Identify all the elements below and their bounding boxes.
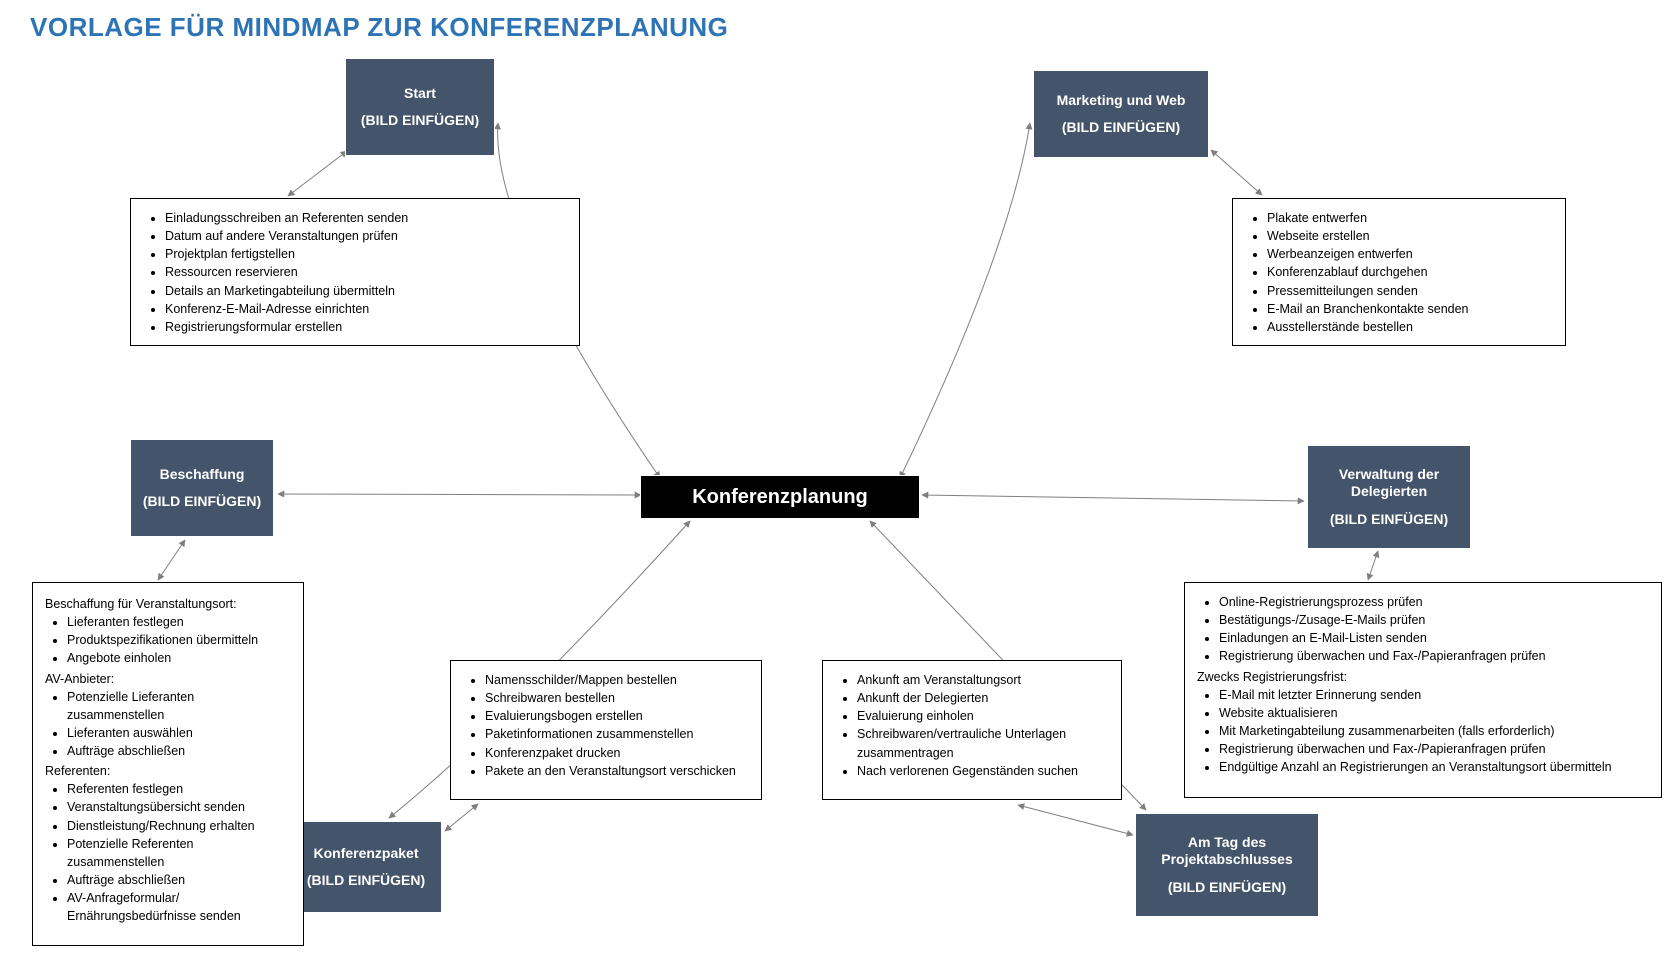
list-start: Einladungsschreiben an Referenten senden… bbox=[130, 198, 580, 346]
list-beschaffung-section-label: Beschaffung für Veranstaltungsort: bbox=[45, 595, 291, 613]
list-beschaffung-item: Dienstleistung/Rechnung erhalten bbox=[67, 817, 291, 835]
list-beschaffung-item: Lieferanten festlegen bbox=[67, 613, 291, 631]
list-marketing-item: Plakate entwerfen bbox=[1267, 209, 1553, 227]
list-paket-item: Namensschilder/Mappen bestellen bbox=[485, 671, 749, 689]
list-verwaltung: Online-Registrierungsprozess prüfenBestä… bbox=[1184, 582, 1662, 798]
list-paket-item: Evaluierungsbogen erstellen bbox=[485, 707, 749, 725]
list-verwaltung-item: Bestätigungs-/Zusage-E-Mails prüfen bbox=[1219, 611, 1649, 629]
list-verwaltung-item: E-Mail mit letzter Erinnerung senden bbox=[1219, 686, 1649, 704]
list-abschluss-item: Schreibwaren/vertrauliche Unterlagen zus… bbox=[857, 725, 1109, 761]
node-marketing-title: Marketing und Web bbox=[1057, 92, 1186, 110]
node-beschaffung-sub: (BILD EINFÜGEN) bbox=[143, 493, 261, 511]
list-abschluss-item: Ankunft der Delegierten bbox=[857, 689, 1109, 707]
list-verwaltung-item: Endgültige Anzahl an Registrierungen an … bbox=[1219, 758, 1649, 776]
list-start-item: Ressourcen reservieren bbox=[165, 263, 567, 281]
list-marketing: Plakate entwerfenWebseite erstellenWerbe… bbox=[1232, 198, 1566, 346]
list-start-item: Konferenz-E-Mail-Adresse einrichten bbox=[165, 300, 567, 318]
node-abschluss-sub: (BILD EINFÜGEN) bbox=[1168, 879, 1286, 897]
list-paket-item: Konferenzpaket drucken bbox=[485, 744, 749, 762]
node-paket: Konferenzpaket (BILD EINFÜGEN) bbox=[290, 821, 442, 913]
list-beschaffung-item: Veranstaltungsübersicht senden bbox=[67, 798, 291, 816]
node-start: Start (BILD EINFÜGEN) bbox=[345, 58, 495, 156]
node-abschluss: Am Tag des Projektabschlusses (BILD EINF… bbox=[1135, 813, 1319, 917]
list-marketing-item: E-Mail an Branchenkontakte senden bbox=[1267, 300, 1553, 318]
list-beschaffung-item: Lieferanten auswählen bbox=[67, 724, 291, 742]
node-marketing: Marketing und Web (BILD EINFÜGEN) bbox=[1033, 70, 1209, 158]
list-start-item: Details an Marketingabteilung übermittel… bbox=[165, 282, 567, 300]
list-verwaltung-item: Registrierung überwachen und Fax-/Papier… bbox=[1219, 647, 1649, 665]
list-beschaffung-item: Potenzielle Referenten zusammenstellen bbox=[67, 835, 291, 871]
page-title: VORLAGE FÜR MINDMAP ZUR KONFERENZPLANUNG bbox=[30, 12, 728, 43]
list-marketing-item: Webseite erstellen bbox=[1267, 227, 1553, 245]
list-marketing-item: Pressemitteilungen senden bbox=[1267, 282, 1553, 300]
list-abschluss-item: Nach verlorenen Gegenständen suchen bbox=[857, 762, 1109, 780]
list-abschluss: Ankunft am VeranstaltungsortAnkunft der … bbox=[822, 660, 1122, 800]
list-beschaffung: Beschaffung für Veranstaltungsort:Liefer… bbox=[32, 582, 304, 946]
list-verwaltung-item: Registrierung überwachen und Fax-/Papier… bbox=[1219, 740, 1649, 758]
list-paket-item: Paketinformationen zusammenstellen bbox=[485, 725, 749, 743]
list-beschaffung-section-label: AV-Anbieter: bbox=[45, 670, 291, 688]
node-paket-title: Konferenzpaket bbox=[313, 845, 418, 863]
list-paket-item: Schreibwaren bestellen bbox=[485, 689, 749, 707]
list-abschluss-item: Ankunft am Veranstaltungsort bbox=[857, 671, 1109, 689]
node-beschaffung: Beschaffung (BILD EINFÜGEN) bbox=[130, 439, 274, 537]
node-verwaltung: Verwaltung der Delegierten (BILD EINFÜGE… bbox=[1307, 445, 1471, 549]
center-node-label: Konferenzplanung bbox=[692, 486, 868, 509]
list-beschaffung-item: Aufträge abschließen bbox=[67, 871, 291, 889]
list-beschaffung-item: Angebote einholen bbox=[67, 649, 291, 667]
list-start-item: Einladungsschreiben an Referenten senden bbox=[165, 209, 567, 227]
node-start-sub: (BILD EINFÜGEN) bbox=[361, 112, 479, 130]
list-verwaltung-item: Website aktualisieren bbox=[1219, 704, 1649, 722]
list-beschaffung-section-label: Referenten: bbox=[45, 762, 291, 780]
list-beschaffung-item: AV-Anfrageformular/ Ernährungsbedürfniss… bbox=[67, 889, 291, 925]
list-beschaffung-item: Potenzielle Lieferanten zusammenstellen bbox=[67, 688, 291, 724]
node-beschaffung-title: Beschaffung bbox=[160, 466, 245, 484]
list-beschaffung-item: Aufträge abschließen bbox=[67, 742, 291, 760]
list-beschaffung-item: Produktspezifikationen übermitteln bbox=[67, 631, 291, 649]
list-paket: Namensschilder/Mappen bestellenSchreibwa… bbox=[450, 660, 762, 800]
node-marketing-sub: (BILD EINFÜGEN) bbox=[1062, 119, 1180, 137]
node-paket-sub: (BILD EINFÜGEN) bbox=[307, 872, 425, 890]
list-marketing-item: Ausstellerstände bestellen bbox=[1267, 318, 1553, 336]
list-marketing-item: Konferenzablauf durchgehen bbox=[1267, 263, 1553, 281]
node-start-title: Start bbox=[404, 85, 436, 103]
list-verwaltung-item: Online-Registrierungsprozess prüfen bbox=[1219, 593, 1649, 611]
list-start-item: Registrierungsformular erstellen bbox=[165, 318, 567, 336]
list-paket-item: Pakete an den Veranstaltungsort verschic… bbox=[485, 762, 749, 780]
center-node: Konferenzplanung bbox=[640, 475, 920, 519]
list-marketing-item: Werbeanzeigen entwerfen bbox=[1267, 245, 1553, 263]
list-verwaltung-item: Mit Marketingabteilung zusammenarbeiten … bbox=[1219, 722, 1649, 740]
node-abschluss-title: Am Tag des Projektabschlusses bbox=[1142, 834, 1312, 869]
list-verwaltung-item: Einladungen an E-Mail-Listen senden bbox=[1219, 629, 1649, 647]
list-abschluss-item: Evaluierung einholen bbox=[857, 707, 1109, 725]
node-verwaltung-sub: (BILD EINFÜGEN) bbox=[1330, 511, 1448, 529]
list-start-item: Projektplan fertigstellen bbox=[165, 245, 567, 263]
list-beschaffung-item: Referenten festlegen bbox=[67, 780, 291, 798]
list-verwaltung-section-label: Zwecks Registrierungsfrist: bbox=[1197, 668, 1649, 686]
node-verwaltung-title: Verwaltung der Delegierten bbox=[1314, 466, 1464, 501]
list-start-item: Datum auf andere Veranstaltungen prüfen bbox=[165, 227, 567, 245]
